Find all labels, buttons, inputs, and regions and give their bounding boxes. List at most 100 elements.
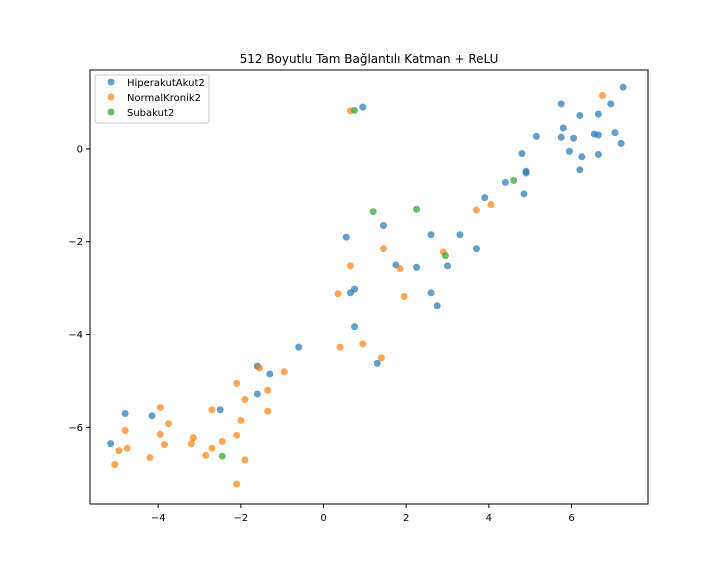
data-point-normalkronik2 bbox=[396, 265, 404, 273]
legend-marker-hiperakutakut2 bbox=[107, 78, 115, 86]
data-point-hiperakutakut2 bbox=[522, 169, 530, 177]
data-point-normalkronik2 bbox=[202, 451, 210, 459]
data-point-hiperakutakut2 bbox=[472, 245, 480, 253]
x-tick-label: 6 bbox=[568, 513, 574, 524]
data-point-normalkronik2 bbox=[208, 406, 216, 414]
data-point-hiperakutakut2 bbox=[570, 134, 578, 142]
data-point-hiperakutakut2 bbox=[427, 289, 435, 297]
y-tick-label: −6 bbox=[68, 423, 83, 434]
legend-label-normalkronik2: NormalKronik2 bbox=[127, 93, 201, 104]
data-point-hiperakutakut2 bbox=[216, 406, 224, 414]
data-point-hiperakutakut2 bbox=[359, 103, 367, 111]
y-tick-label: −2 bbox=[68, 237, 83, 248]
x-tick-label: 4 bbox=[486, 513, 492, 524]
data-point-normalkronik2 bbox=[233, 480, 241, 488]
legend-label-subakut2: Subakut2 bbox=[127, 108, 174, 119]
data-point-hiperakutakut2 bbox=[594, 131, 602, 139]
data-point-normalkronik2 bbox=[379, 245, 387, 253]
data-point-normalkronik2 bbox=[280, 368, 288, 376]
data-point-normalkronik2 bbox=[156, 403, 164, 411]
data-point-normalkronik2 bbox=[233, 379, 241, 387]
data-point-hiperakutakut2 bbox=[557, 133, 565, 141]
data-point-hiperakutakut2 bbox=[518, 150, 526, 158]
data-point-hiperakutakut2 bbox=[520, 190, 528, 198]
data-point-normalkronik2 bbox=[264, 407, 272, 415]
data-point-hiperakutakut2 bbox=[456, 231, 464, 239]
data-point-normalkronik2 bbox=[346, 262, 354, 270]
data-point-hiperakutakut2 bbox=[342, 233, 350, 241]
data-point-hiperakutakut2 bbox=[148, 412, 156, 420]
data-point-hiperakutakut2 bbox=[532, 132, 540, 140]
data-point-hiperakutakut2 bbox=[427, 231, 435, 239]
data-point-subakut2 bbox=[351, 106, 359, 114]
data-point-normalkronik2 bbox=[115, 447, 123, 455]
data-point-subakut2 bbox=[510, 176, 518, 184]
data-point-normalkronik2 bbox=[165, 420, 173, 428]
legend-label-hiperakutakut2: HiperakutAkut2 bbox=[127, 78, 205, 89]
data-point-hiperakutakut2 bbox=[373, 359, 381, 367]
data-point-hiperakutakut2 bbox=[253, 390, 261, 398]
data-point-normalkronik2 bbox=[336, 343, 344, 351]
data-point-normalkronik2 bbox=[121, 427, 129, 435]
data-point-hiperakutakut2 bbox=[565, 147, 573, 155]
x-axis-ticks: −4 −2 0 2 4 6 bbox=[151, 504, 575, 524]
x-tick-label: −2 bbox=[233, 513, 248, 524]
data-point-normalkronik2 bbox=[241, 456, 249, 464]
x-tick-label: 0 bbox=[320, 513, 326, 524]
data-point-normalkronik2 bbox=[233, 431, 241, 439]
data-point-hiperakutakut2 bbox=[107, 440, 115, 448]
data-point-subakut2 bbox=[441, 252, 449, 260]
x-tick-label: 2 bbox=[403, 513, 409, 524]
data-point-normalkronik2 bbox=[146, 454, 154, 462]
data-point-normalkronik2 bbox=[264, 386, 272, 394]
data-point-normalkronik2 bbox=[599, 92, 607, 100]
data-point-normalkronik2 bbox=[156, 430, 164, 438]
data-point-normalkronik2 bbox=[241, 396, 249, 404]
data-point-hiperakutakut2 bbox=[576, 166, 584, 174]
data-point-normalkronik2 bbox=[255, 364, 263, 372]
data-point-hiperakutakut2 bbox=[594, 110, 602, 118]
data-point-normalkronik2 bbox=[111, 461, 119, 469]
y-tick-label: 0 bbox=[77, 144, 83, 155]
legend: HiperakutAkut2 NormalKronik2 Subakut2 bbox=[94, 74, 210, 124]
data-point-normalkronik2 bbox=[487, 201, 495, 209]
data-point-normalkronik2 bbox=[472, 206, 480, 214]
data-point-hiperakutakut2 bbox=[121, 409, 129, 417]
data-points bbox=[107, 83, 627, 488]
data-point-hiperakutakut2 bbox=[611, 129, 619, 137]
data-point-normalkronik2 bbox=[208, 444, 216, 452]
data-point-hiperakutakut2 bbox=[351, 323, 359, 331]
data-point-hiperakutakut2 bbox=[607, 100, 615, 108]
data-point-normalkronik2 bbox=[189, 434, 197, 442]
data-point-hiperakutakut2 bbox=[557, 100, 565, 108]
data-point-hiperakutakut2 bbox=[576, 111, 584, 119]
data-point-normalkronik2 bbox=[359, 340, 367, 348]
legend-box bbox=[94, 74, 210, 124]
data-point-normalkronik2 bbox=[334, 290, 342, 298]
data-point-hiperakutakut2 bbox=[481, 194, 489, 202]
data-point-hiperakutakut2 bbox=[501, 178, 509, 186]
data-point-hiperakutakut2 bbox=[433, 302, 441, 310]
data-point-hiperakutakut2 bbox=[295, 343, 303, 351]
data-point-normalkronik2 bbox=[237, 416, 245, 424]
data-point-hiperakutakut2 bbox=[617, 139, 625, 147]
legend-marker-normalkronik2 bbox=[107, 93, 115, 101]
data-point-normalkronik2 bbox=[218, 437, 226, 445]
data-point-subakut2 bbox=[413, 205, 421, 213]
data-point-hiperakutakut2 bbox=[413, 263, 421, 271]
data-point-normalkronik2 bbox=[160, 441, 168, 449]
data-point-normalkronik2 bbox=[123, 444, 131, 452]
data-point-subakut2 bbox=[369, 208, 377, 216]
data-point-hiperakutakut2 bbox=[578, 153, 586, 161]
y-axis-ticks: −6 −4 −2 0 bbox=[68, 144, 90, 434]
data-point-hiperakutakut2 bbox=[379, 221, 387, 229]
data-point-hiperakutakut2 bbox=[619, 83, 627, 91]
data-point-normalkronik2 bbox=[400, 293, 408, 301]
data-point-normalkronik2 bbox=[187, 440, 195, 448]
legend-marker-subakut2 bbox=[107, 108, 115, 116]
chart-title: 512 Boyutlu Tam Bağlantılı Katman + ReLU bbox=[240, 52, 499, 66]
data-point-normalkronik2 bbox=[377, 354, 385, 362]
data-point-hiperakutakut2 bbox=[559, 124, 567, 132]
y-tick-label: −4 bbox=[68, 330, 83, 341]
